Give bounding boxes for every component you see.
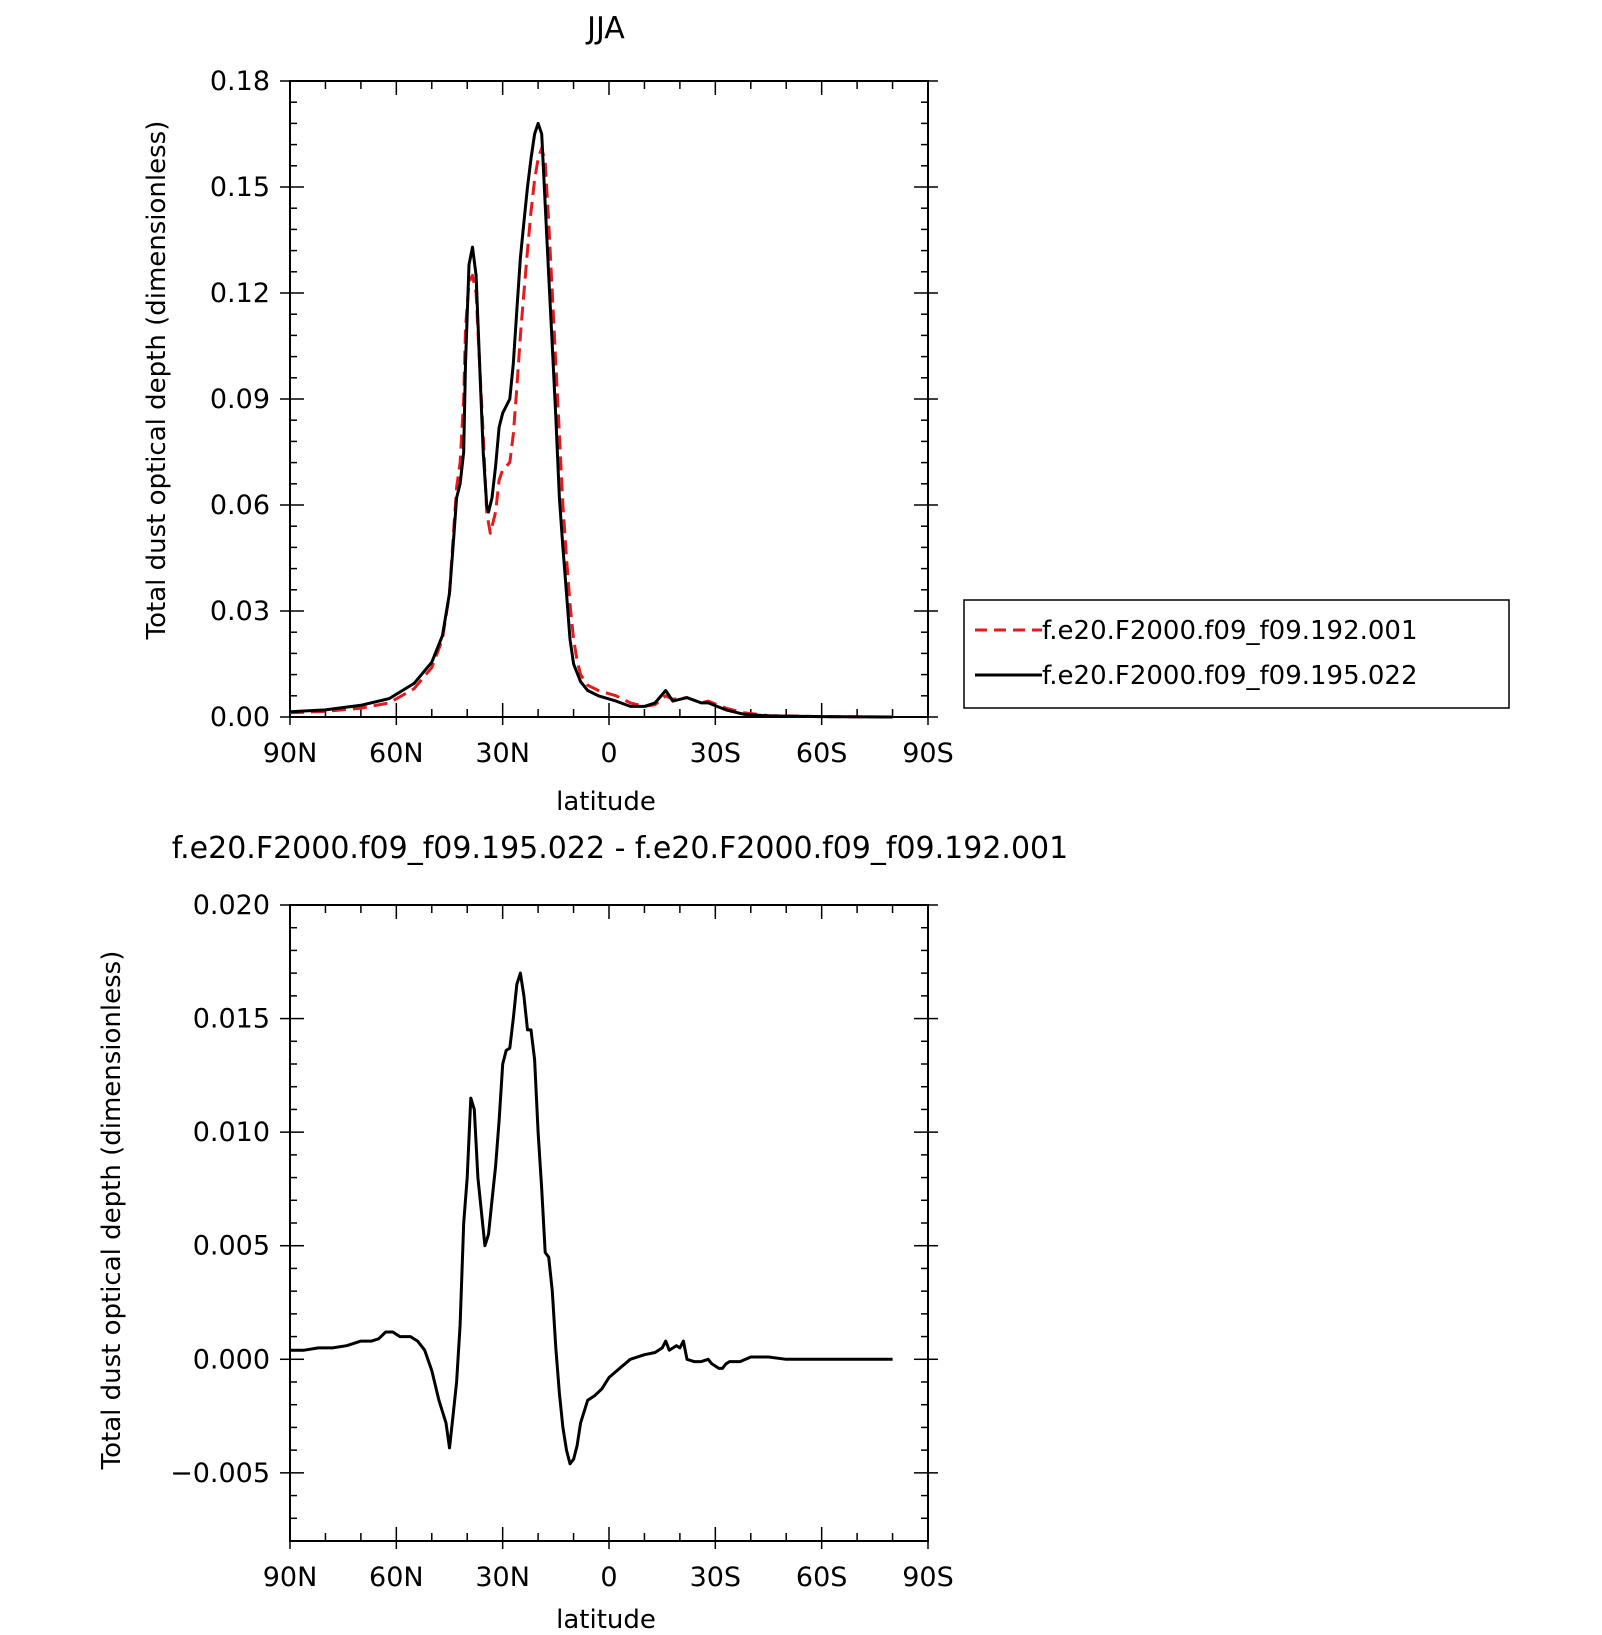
- y-axis-label: Total dust optical depth (dimensionless): [97, 951, 127, 1471]
- y-tick-label: −0.005: [170, 1458, 270, 1489]
- legend-box: [963, 599, 1510, 709]
- legend: f.e20.F2000.f09_f09.192.001 f.e20.F2000.…: [963, 599, 1510, 709]
- series-group: [290, 971, 893, 1466]
- x-tick-label: 90S: [902, 1562, 954, 1593]
- y-tick-label: 0.09: [210, 384, 270, 415]
- y-tick-label: 0.18: [210, 66, 270, 97]
- x-tick-labels: 90N 60N 30N 0 30S 60S 90S: [263, 1562, 954, 1593]
- y-tick-label: 0.020: [193, 890, 270, 921]
- x-axis-label: latitude: [556, 1605, 656, 1635]
- x-tick-label: 90S: [902, 738, 954, 769]
- series-line-1: [289, 121, 893, 719]
- legend-entry: f.e20.F2000.f09_f09.195.022: [1042, 661, 1418, 691]
- plot-frame: [289, 80, 929, 718]
- y-tick-label: 0.03: [210, 596, 270, 627]
- chart-title: f.e20.F2000.f09_f09.195.022 - f.e20.F200…: [172, 831, 1068, 866]
- y-tick-labels: −0.005 0.000 0.005 0.010 0.015 0.020: [170, 890, 270, 1489]
- x-tick-label: 30S: [690, 1562, 742, 1593]
- x-tick-label: 90N: [263, 1562, 318, 1593]
- x-tick-label: 60S: [796, 1562, 848, 1593]
- x-tick-label: 30N: [475, 738, 530, 769]
- y-tick-label: 0.15: [210, 172, 270, 203]
- y-axis-label: Total dust optical depth (dimensionless): [142, 121, 172, 641]
- y-tick-label: 0.000: [193, 1344, 270, 1375]
- x-tick-label: 0: [600, 738, 617, 769]
- axes-frame: [280, 80, 938, 725]
- series-line-0: [290, 971, 893, 1466]
- series-line-0: [289, 146, 893, 719]
- series-group: [289, 121, 893, 719]
- plot-frame: [289, 904, 929, 1542]
- x-tick-label: 0: [600, 1562, 617, 1593]
- legend-entry: f.e20.F2000.f09_f09.192.001: [1042, 616, 1418, 646]
- y-tick-labels: 0.00 0.03 0.06 0.09 0.12 0.15 0.18: [210, 66, 270, 733]
- x-tick-label: 60S: [796, 738, 848, 769]
- chart-difference: f.e20.F2000.f09_f09.195.022 - f.e20.F200…: [97, 831, 1068, 1635]
- y-tick-label: 0.010: [193, 1117, 270, 1148]
- y-tick-label: 0.005: [193, 1231, 270, 1262]
- x-axis-label: latitude: [556, 787, 656, 817]
- x-tick-label: 60N: [369, 738, 424, 769]
- x-tick-label: 30S: [690, 738, 742, 769]
- y-tick-label: 0.06: [210, 490, 270, 521]
- x-tick-label: 90N: [263, 738, 318, 769]
- x-tick-labels: 90N 60N 30N 0 30S 60S 90S: [263, 738, 954, 769]
- y-tick-label: 0.015: [193, 1004, 270, 1035]
- x-tick-label: 60N: [369, 1562, 424, 1593]
- axes-frame: [280, 904, 938, 1549]
- y-tick-label: 0.00: [210, 702, 270, 733]
- y-tick-label: 0.12: [210, 278, 270, 309]
- chart-title: JJA: [585, 11, 625, 46]
- chart-zonal-mean: JJA 0.00 0.03 0.06 0.09 0.12 0.15 0.18 90N 60N 3…: [142, 11, 1510, 817]
- x-tick-label: 30N: [475, 1562, 530, 1593]
